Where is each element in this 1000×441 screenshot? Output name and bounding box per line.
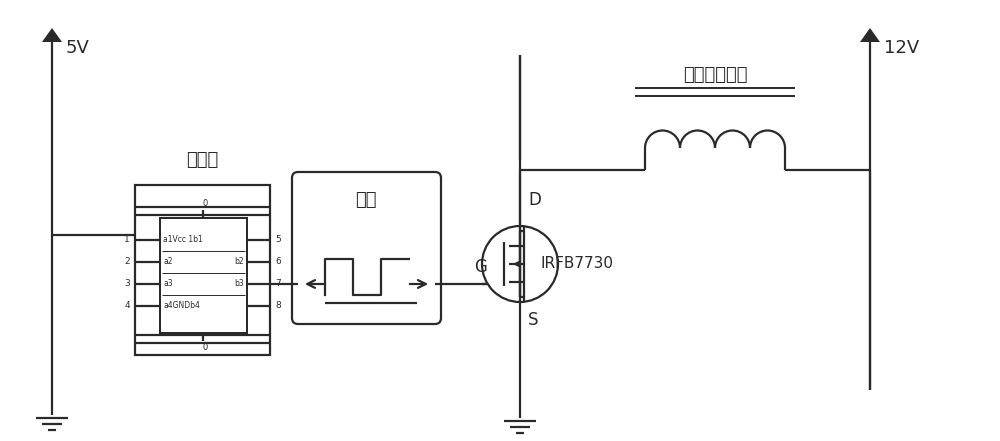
Text: 0: 0 — [202, 199, 208, 208]
Text: 单片机: 单片机 — [186, 151, 218, 169]
Text: G: G — [474, 258, 487, 276]
Text: b3: b3 — [234, 280, 244, 288]
Text: a1Vcc 1b1: a1Vcc 1b1 — [163, 235, 203, 244]
Text: 3: 3 — [124, 280, 130, 288]
Text: 0: 0 — [202, 343, 208, 352]
Text: 7: 7 — [275, 280, 281, 288]
Text: 12V: 12V — [884, 39, 919, 57]
Text: 通断电流线圈: 通断电流线圈 — [683, 66, 747, 84]
Text: 4: 4 — [124, 302, 130, 310]
Text: D: D — [528, 191, 541, 209]
Text: 5: 5 — [275, 235, 281, 244]
Text: 5V: 5V — [66, 39, 90, 57]
Text: IRFB7730: IRFB7730 — [540, 257, 613, 272]
Polygon shape — [42, 28, 62, 42]
Text: 2: 2 — [124, 258, 130, 266]
Text: 8: 8 — [275, 302, 281, 310]
Text: 6: 6 — [275, 258, 281, 266]
Text: S: S — [528, 311, 538, 329]
Text: 方波: 方波 — [355, 191, 377, 209]
Bar — [160, 218, 247, 333]
Bar — [135, 185, 270, 355]
Text: a2: a2 — [163, 258, 173, 266]
Text: b2: b2 — [234, 258, 244, 266]
Text: a4GNDb4: a4GNDb4 — [163, 302, 200, 310]
Polygon shape — [860, 28, 880, 42]
Text: a3: a3 — [163, 280, 173, 288]
Text: 1: 1 — [124, 235, 130, 244]
